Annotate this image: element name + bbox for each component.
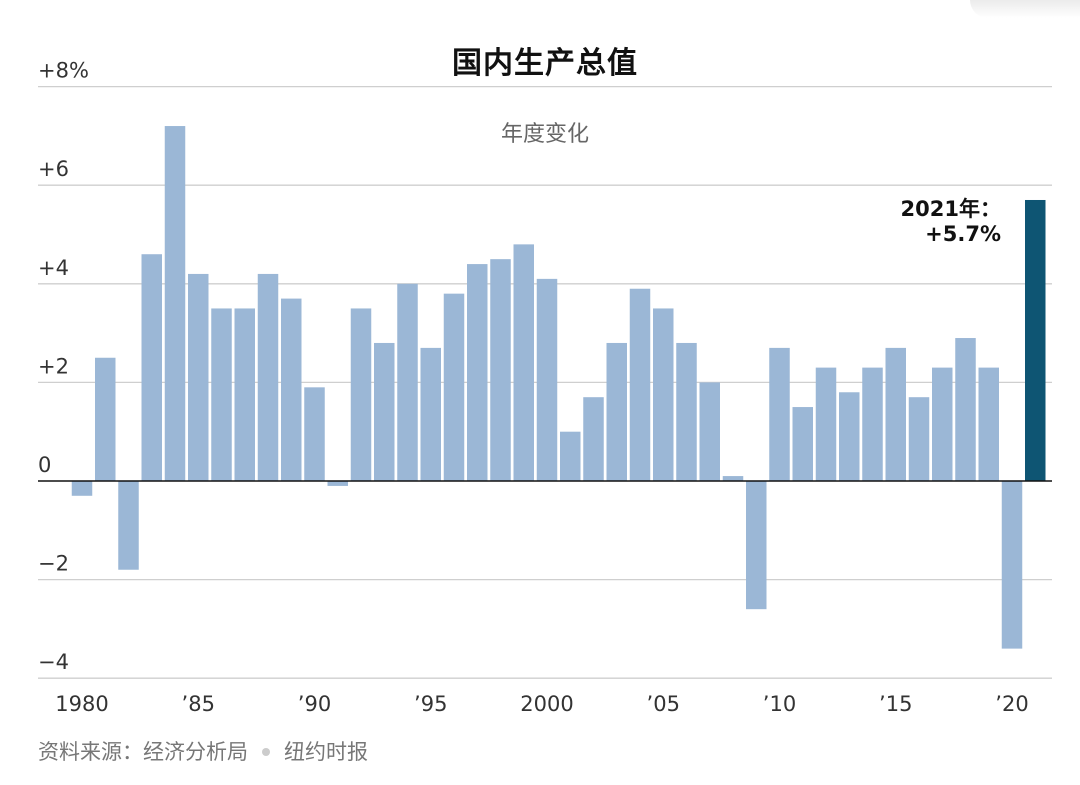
bar-2007 — [699, 382, 720, 481]
bar-1990 — [304, 387, 325, 481]
bar-2010 — [769, 347, 790, 481]
annotation-year: 2021年： — [901, 197, 1001, 221]
publisher-name: 纽约时报 — [284, 740, 368, 764]
bar-1983 — [141, 254, 162, 481]
source-label: 资料来源：经济分析局 — [38, 740, 248, 764]
corner-shadow — [970, 0, 1080, 18]
bar-1988 — [257, 273, 279, 481]
bar-1994 — [397, 283, 418, 481]
chart-subtitle: 年度变化 — [500, 122, 589, 147]
y-axis-ticks: +8% +6 +4 +2 0 −2 −4 — [38, 59, 89, 675]
y-tick-label: +6 — [38, 157, 69, 181]
bar-2013 — [839, 392, 860, 481]
x-axis-ticks: 1980 ’85 ’90 ’95 2000 ’05 ’10 ’15 ’20 — [55, 692, 1028, 716]
x-tick-label: ’85 — [182, 692, 215, 716]
bar-2020 — [1001, 481, 1023, 649]
chart-title: 国内生产总值 — [452, 46, 638, 81]
bar-2009 — [746, 481, 767, 610]
source-line: 资料来源：经济分析局 纽约时报 — [38, 736, 368, 766]
bar-2017 — [932, 367, 953, 481]
bar-2002 — [583, 397, 604, 481]
bar-1999 — [513, 244, 534, 481]
bar-1980 — [71, 481, 93, 496]
y-tick-label: −2 — [38, 552, 69, 576]
bar-2006 — [676, 342, 697, 481]
x-tick-label: ’15 — [879, 692, 912, 716]
annotation-value: +5.7% — [925, 222, 1001, 246]
x-tick-label: ’95 — [414, 692, 447, 716]
x-tick-label: 2000 — [520, 692, 573, 716]
bar-2003 — [606, 342, 627, 481]
bar-2019 — [978, 367, 999, 481]
y-tick-label: +2 — [38, 354, 69, 378]
bar-1987 — [234, 308, 255, 481]
x-tick-label: ’10 — [763, 692, 796, 716]
bar-1986 — [211, 308, 232, 481]
bar-1989 — [281, 298, 302, 481]
y-tick-label: 0 — [38, 453, 51, 477]
x-tick-label: ’05 — [647, 692, 680, 716]
bar-1992 — [350, 308, 372, 481]
bar-1982 — [118, 481, 139, 570]
bars — [38, 126, 1052, 649]
x-tick-label: ’90 — [298, 692, 331, 716]
bar-1981 — [95, 357, 116, 481]
bar-2021 — [1025, 199, 1046, 482]
bar-2016 — [908, 397, 930, 481]
separator-dot — [262, 747, 270, 756]
bar-2011 — [792, 407, 813, 481]
y-tick-label: −4 — [38, 650, 69, 674]
bar-1993 — [374, 342, 395, 481]
bar-2000 — [536, 278, 558, 481]
bar-2004 — [629, 288, 651, 481]
bar-2001 — [560, 431, 581, 481]
y-tick-label: +4 — [38, 256, 69, 280]
bar-1995 — [420, 347, 441, 481]
bar-2014 — [862, 367, 883, 481]
bar-1984 — [164, 126, 186, 481]
bar-2015 — [885, 347, 906, 481]
bar-1985 — [188, 273, 209, 481]
bar-2008 — [722, 476, 744, 481]
bar-1998 — [490, 259, 511, 481]
x-tick-label: ’20 — [995, 692, 1028, 716]
bar-1996 — [443, 293, 465, 481]
bar-2012 — [815, 367, 837, 481]
y-tick-label: +8% — [38, 59, 89, 83]
bar-2018 — [955, 338, 976, 481]
bar-2005 — [653, 308, 674, 481]
x-tick-label: 1980 — [55, 692, 108, 716]
bar-1991 — [327, 481, 348, 486]
bar-1997 — [467, 264, 488, 481]
annotation: 2021年：+5.7% — [901, 197, 1001, 246]
